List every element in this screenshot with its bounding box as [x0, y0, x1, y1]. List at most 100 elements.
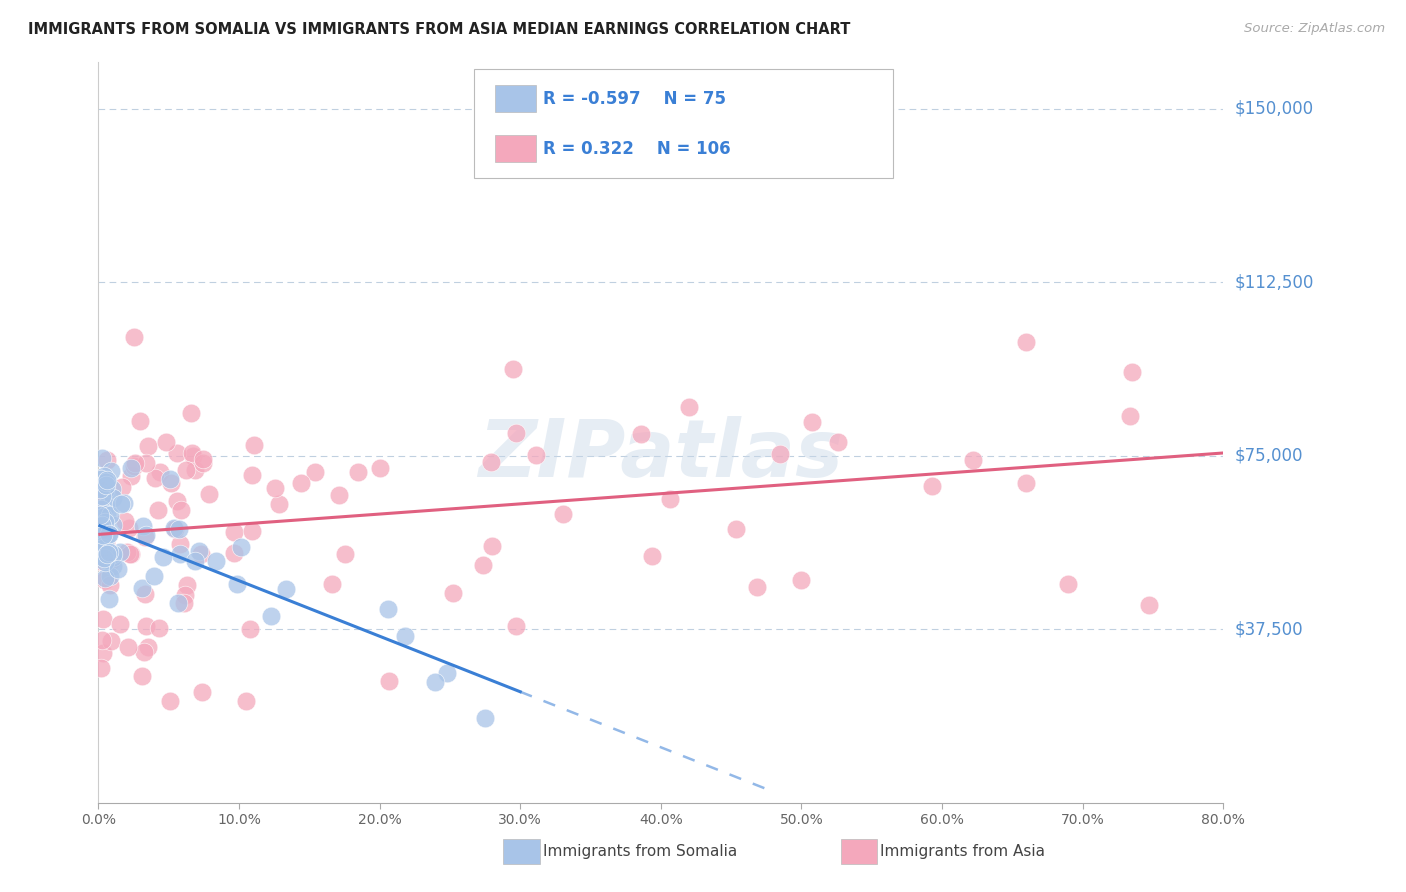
Point: [678, 400, 700, 414]
Point: [128, 414, 150, 428]
Point: [135, 528, 157, 542]
Point: [479, 455, 502, 469]
Point: [551, 508, 574, 522]
Point: [124, 459, 146, 474]
Point: [1121, 365, 1143, 379]
Point: [304, 465, 326, 479]
Point: [134, 530, 156, 544]
Text: $37,500: $37,500: [1234, 620, 1303, 639]
Point: [205, 553, 228, 567]
Point: [132, 518, 155, 533]
Point: [131, 581, 153, 595]
Point: [91, 510, 114, 524]
Point: [98, 577, 121, 591]
Point: [90, 518, 112, 533]
Point: [89, 541, 111, 556]
Point: [118, 521, 141, 535]
Point: [101, 558, 124, 573]
Point: [120, 461, 142, 475]
Point: [110, 497, 132, 511]
Point: [335, 547, 357, 561]
Point: [93, 612, 115, 626]
Point: [96, 549, 118, 563]
Point: [94, 515, 117, 529]
Point: [100, 464, 122, 478]
Point: [235, 694, 257, 708]
Point: [423, 675, 446, 690]
Point: [89, 518, 111, 533]
Point: [93, 573, 115, 587]
Point: [96, 482, 118, 496]
Point: [94, 477, 117, 491]
Point: [163, 521, 186, 535]
Point: [91, 527, 114, 541]
Point: [89, 521, 111, 535]
Point: [89, 495, 111, 509]
Point: [101, 548, 124, 562]
Point: [142, 568, 165, 582]
Point: [136, 439, 159, 453]
Point: [115, 544, 138, 558]
Point: [94, 571, 117, 585]
Point: [267, 497, 290, 511]
Point: [131, 668, 153, 682]
Point: [505, 425, 527, 440]
Point: [193, 456, 215, 470]
Point: [378, 673, 401, 688]
Text: ZIPatlas: ZIPatlas: [478, 416, 844, 494]
Point: [93, 533, 115, 547]
Point: [91, 451, 114, 466]
Point: [769, 446, 792, 460]
Point: [91, 646, 114, 660]
Point: [91, 632, 114, 647]
Point: [165, 522, 187, 536]
Point: [173, 596, 195, 610]
Point: [98, 544, 121, 558]
Point: [240, 524, 263, 538]
Point: [222, 524, 245, 539]
Point: [91, 534, 114, 549]
Point: [1056, 577, 1078, 591]
Point: [962, 453, 984, 467]
Point: [96, 547, 118, 561]
Point: [107, 562, 129, 576]
Point: [481, 539, 503, 553]
Point: [93, 551, 115, 566]
Point: [97, 526, 120, 541]
Point: [96, 453, 118, 467]
Point: [90, 545, 112, 559]
Text: Immigrants from Somalia: Immigrants from Somalia: [543, 845, 737, 859]
Point: [159, 472, 181, 486]
Point: [502, 362, 524, 376]
Point: [96, 507, 118, 521]
Point: [1118, 409, 1140, 423]
Point: [94, 499, 117, 513]
Point: [191, 452, 214, 467]
Point: [143, 470, 166, 484]
Point: [122, 329, 145, 343]
Point: [108, 544, 131, 558]
Point: [801, 416, 824, 430]
Point: [110, 479, 132, 493]
Point: [1014, 475, 1036, 490]
Text: Immigrants from Asia: Immigrants from Asia: [880, 845, 1045, 859]
Point: [91, 556, 114, 570]
Point: [368, 461, 391, 475]
Point: [93, 526, 115, 541]
Point: [174, 588, 197, 602]
Point: [91, 533, 114, 548]
Point: [290, 476, 312, 491]
Point: [263, 481, 285, 495]
Point: [98, 508, 121, 523]
Point: [184, 463, 207, 477]
Point: [169, 547, 191, 561]
Point: [347, 465, 370, 479]
Point: [474, 711, 496, 725]
Point: [166, 446, 188, 460]
Point: [136, 640, 159, 654]
Point: [224, 546, 246, 560]
Point: [169, 537, 191, 551]
Text: $75,000: $75,000: [1234, 447, 1303, 465]
Point: [96, 475, 118, 489]
Point: [180, 406, 202, 420]
